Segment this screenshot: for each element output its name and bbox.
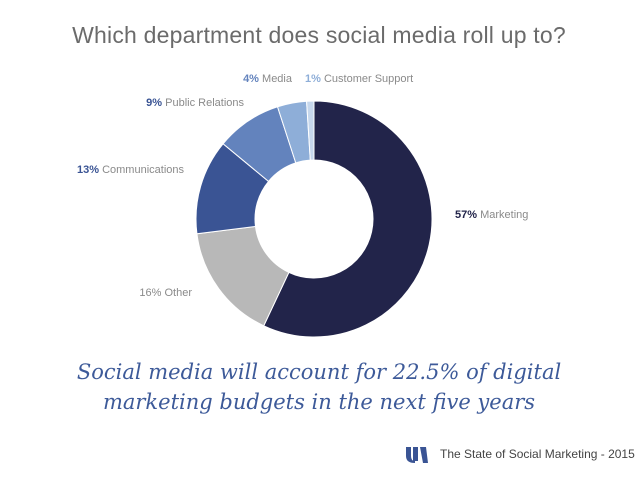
label-category: Other	[161, 287, 192, 299]
label-marketing: 57% Marketing	[455, 209, 528, 221]
label-value: 9%	[146, 97, 162, 109]
label-value: 16%	[139, 287, 161, 299]
tagline-line-2: marketing budgets in the next five years	[102, 390, 536, 414]
donut-chart: 57% Marketing 16% Other 13% Communications…	[77, 73, 528, 338]
label-category: Customer Support	[321, 73, 413, 85]
label-public-relations: 9% Public Relations	[146, 97, 244, 109]
label-other: 16% Other	[139, 287, 192, 299]
label-category: Public Relations	[162, 97, 244, 109]
footer: The State of Social Marketing - 2015	[404, 443, 635, 465]
label-media: 4% Media	[243, 73, 293, 85]
footer-text: The State of Social Marketing - 2015	[440, 447, 635, 461]
tagline-line-1: Social media will account for 22.5% of d…	[76, 360, 562, 384]
slice-labels: 57% Marketing 16% Other 13% Communications…	[77, 73, 528, 299]
chart-title: Which department does social media roll …	[72, 22, 566, 48]
label-communications: 13% Communications	[77, 164, 185, 176]
label-value: 13%	[77, 164, 99, 176]
slice-customer-support	[306, 100, 315, 161]
brand-logo-icon	[406, 447, 428, 463]
donut-slices	[195, 100, 433, 338]
label-customer-support: 1% Customer Support	[305, 73, 413, 85]
slice-marketing	[263, 100, 433, 338]
label-value: 1%	[305, 73, 321, 85]
label-value: 57%	[455, 209, 477, 221]
label-category: Marketing	[477, 209, 528, 221]
label-category: Communications	[99, 164, 184, 176]
label-value: 4%	[243, 73, 259, 85]
label-category: Media	[259, 73, 293, 85]
